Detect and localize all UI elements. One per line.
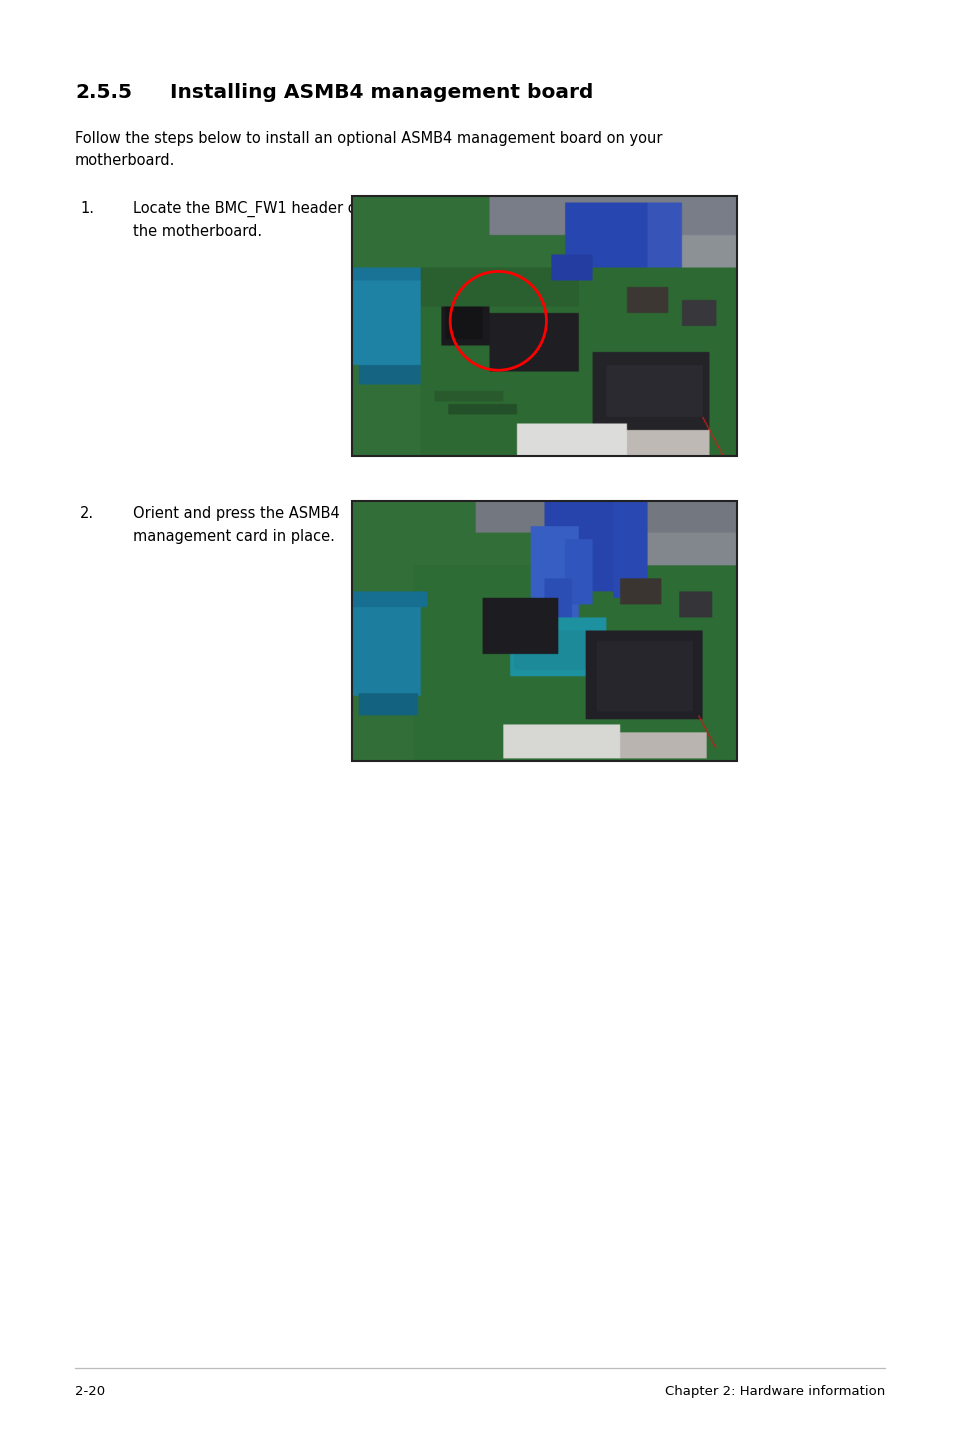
Bar [352, 500, 737, 761]
Text: the motherboard.: the motherboard. [132, 224, 262, 239]
Text: 2.5.5: 2.5.5 [75, 83, 132, 102]
Text: 1.: 1. [80, 201, 94, 216]
Text: management card in place.: management card in place. [132, 529, 335, 544]
Text: 2.: 2. [80, 506, 94, 521]
Bar [352, 196, 737, 456]
Text: motherboard.: motherboard. [75, 152, 175, 168]
Text: Chapter 2: Hardware information: Chapter 2: Hardware information [664, 1385, 884, 1398]
Text: Locate the BMC_FW1 header on: Locate the BMC_FW1 header on [132, 201, 366, 217]
Text: Installing ASMB4 management board: Installing ASMB4 management board [170, 83, 593, 102]
Text: Orient and press the ASMB4: Orient and press the ASMB4 [132, 506, 339, 521]
Text: 2-20: 2-20 [75, 1385, 105, 1398]
Text: Follow the steps below to install an optional ASMB4 management board on your: Follow the steps below to install an opt… [75, 131, 661, 147]
